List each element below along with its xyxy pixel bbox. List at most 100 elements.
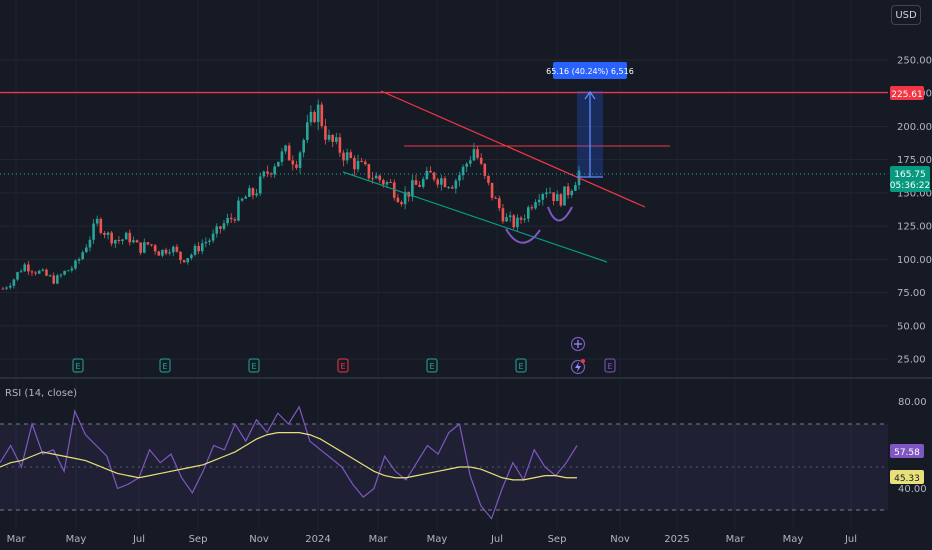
candle-body (421, 179, 425, 187)
candle-body (146, 242, 150, 245)
candle-body (168, 252, 171, 254)
earnings-marker-3[interactable]: E (248, 358, 260, 373)
earnings-marker-1[interactable]: E (72, 358, 84, 373)
price-tick-label: 100.00 (897, 255, 932, 266)
measure-arrowhead (584, 90, 596, 100)
candle-body (1, 288, 5, 290)
candle-body (512, 215, 516, 228)
time-tick-label: Sep (548, 534, 567, 545)
candle-body (237, 200, 240, 221)
candle-body (150, 244, 153, 246)
candle-body (440, 178, 443, 185)
cup-pattern-left[interactable] (505, 228, 541, 244)
candle-body (16, 272, 19, 280)
candle-body (114, 239, 117, 244)
candle-body (479, 157, 483, 164)
candle-body (23, 264, 27, 272)
currency-button[interactable]: USD (891, 5, 921, 25)
candle-body (197, 245, 200, 252)
cup-pattern-right[interactable] (547, 206, 573, 222)
rsi-value-tag (890, 444, 924, 458)
candle-body (92, 223, 95, 240)
rsi-ma-tag (890, 470, 924, 484)
candle-body (548, 192, 552, 194)
earnings-marker-5[interactable]: E (426, 358, 438, 373)
e-icon (604, 358, 616, 373)
candle-body (186, 258, 190, 263)
candle-body (353, 157, 356, 170)
candle-body (59, 274, 63, 276)
candle-body (12, 279, 16, 286)
candle-body (277, 161, 280, 167)
candle-body (382, 180, 385, 185)
candle-body (52, 275, 56, 284)
candle-body (331, 134, 334, 142)
candle-body (541, 194, 545, 200)
candle-body (371, 178, 374, 180)
candle-body (545, 192, 548, 195)
candle-body (490, 182, 494, 198)
candle-body (469, 160, 472, 164)
candle-body (327, 134, 331, 140)
ideas-marker[interactable] (570, 336, 586, 352)
candle-body (555, 194, 559, 202)
channel-top-trendline[interactable] (380, 90, 646, 208)
candle-body (363, 161, 367, 165)
candle-body (121, 239, 124, 241)
candle-body (56, 275, 59, 284)
candle-body (208, 240, 211, 242)
earnings-marker-future[interactable]: E (604, 358, 616, 373)
earnings-marker-2[interactable]: E (159, 358, 171, 373)
time-axis[interactable]: Mar May Jul Sep Nov 2024 Mar May Jul Sep Nov 2025 Ma… (7, 534, 857, 545)
candle-body (316, 104, 320, 123)
candle-body (106, 232, 110, 235)
e-icon-letter: E (75, 362, 80, 371)
time-tick-label: May (783, 534, 804, 545)
candle-body (389, 181, 392, 183)
candle-body (570, 190, 574, 196)
candle-body (37, 270, 41, 274)
candle-body (494, 197, 497, 199)
channel-bottom-trendline[interactable] (342, 171, 608, 263)
price-tick-label: 175.00 (897, 155, 932, 166)
candle-body (425, 170, 429, 180)
candle-body (266, 171, 269, 174)
e-icon (337, 358, 349, 373)
plus-circle-icon (570, 336, 586, 352)
candle-body (559, 194, 563, 206)
candle-body (298, 152, 302, 168)
time-tick-label: Jul (132, 534, 145, 545)
candle-body (48, 275, 52, 277)
candle-body (135, 240, 139, 243)
earnings-marker-4[interactable]: E (337, 358, 349, 373)
dividend-marker[interactable] (570, 359, 586, 375)
time-tick-label: May (66, 534, 87, 545)
candle-body (19, 271, 23, 273)
candle-body (103, 232, 106, 235)
time-tick-label: Jul (490, 534, 503, 545)
candle-body (313, 111, 316, 123)
candle-body (378, 175, 382, 181)
price-axis[interactable]: 250.00225.00200.00175.00150.00125.00100.… (897, 56, 932, 366)
time-tick-label: Nov (610, 534, 630, 545)
candle-body (287, 145, 291, 161)
earnings-marker-6[interactable]: E (515, 358, 527, 373)
time-tick-label: 2024 (305, 534, 330, 545)
candle-body (432, 172, 436, 180)
candle-body (99, 218, 103, 233)
candle-body (255, 193, 258, 196)
rsi-ma-label: 45.33 (894, 474, 920, 484)
candle-body (523, 218, 526, 220)
candle-body (385, 181, 389, 185)
candle-body (302, 139, 305, 153)
rsi-ma-line (0, 432, 577, 481)
candle-body (530, 207, 534, 209)
price-tick-label: 250.00 (897, 56, 932, 67)
candle-body (77, 259, 81, 261)
candle-body (211, 233, 215, 241)
candle-body (248, 188, 251, 197)
rsi-value-label: 57.58 (894, 448, 920, 458)
candle-body (501, 208, 505, 222)
candle-body (574, 185, 577, 191)
